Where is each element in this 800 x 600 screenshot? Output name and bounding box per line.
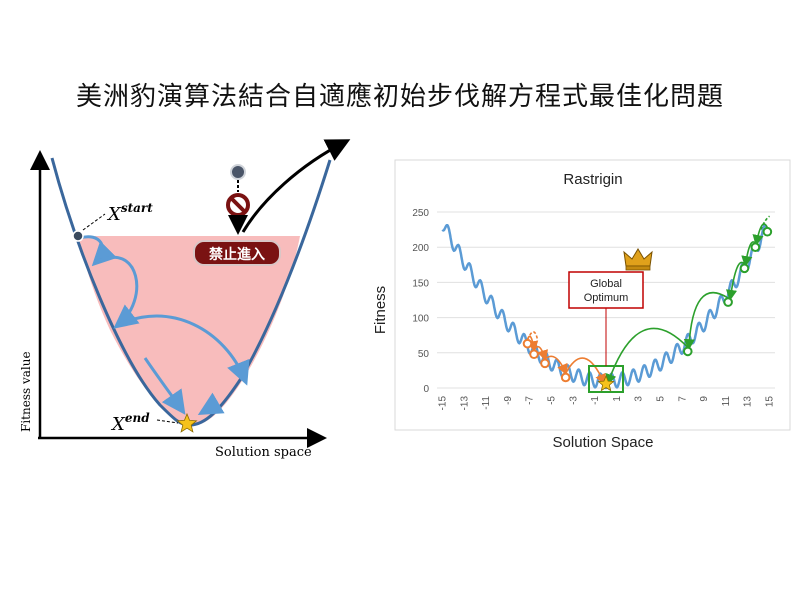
chart-title: Rastrigin bbox=[563, 171, 622, 188]
x-tick-label: 3 bbox=[634, 396, 645, 402]
y-tick-label: 100 bbox=[412, 314, 429, 325]
y-axis-label: Fitness value bbox=[19, 351, 33, 432]
orange-point bbox=[540, 358, 550, 369]
annotation-box bbox=[568, 271, 644, 309]
crown-band bbox=[625, 265, 651, 271]
x-tick-label: 7 bbox=[677, 396, 688, 402]
x-tick-label: 1 bbox=[612, 396, 623, 402]
green-point bbox=[750, 242, 761, 252]
escape-arrow bbox=[241, 139, 351, 233]
y-tick-label: 200 bbox=[412, 243, 429, 254]
y-tick-label: 250 bbox=[412, 208, 429, 219]
green-point bbox=[682, 346, 693, 357]
optimum-star-icon bbox=[176, 412, 198, 433]
orange-jump-arrow bbox=[544, 355, 568, 376]
chart-xlabel: Solution Space bbox=[553, 434, 654, 451]
y-tick-label: 150 bbox=[412, 278, 429, 289]
orange-point bbox=[529, 349, 539, 360]
forbidden-badge bbox=[193, 240, 281, 266]
x-axis-label: Solution space bbox=[215, 445, 312, 460]
optimum-star-icon bbox=[597, 374, 615, 392]
crown-icon bbox=[623, 248, 653, 267]
chart-ylabel: Fitness bbox=[372, 286, 389, 334]
feasible-region bbox=[78, 236, 300, 427]
x-tick-label: -1 bbox=[590, 396, 601, 405]
orange-point bbox=[560, 372, 571, 383]
x-tick-label: 9 bbox=[699, 396, 710, 402]
y-tick-label: 0 bbox=[423, 384, 429, 395]
orange-jump-arrow bbox=[533, 345, 549, 362]
x-tick-label: -5 bbox=[546, 396, 557, 405]
annotation-text: Global bbox=[590, 278, 622, 290]
green-jump-arrow bbox=[683, 291, 729, 351]
x-tick-label: -7 bbox=[525, 396, 536, 405]
end-label: Xend bbox=[110, 411, 150, 435]
green-jump-arrow bbox=[752, 223, 769, 247]
x-tick-label: -13 bbox=[459, 396, 470, 411]
start-point bbox=[72, 230, 84, 242]
slide-title: 美洲豹演算法結合自適應初始步伐解方程式最佳化問題 bbox=[75, 82, 724, 112]
green-point bbox=[739, 263, 750, 274]
annotation-text: Optimum bbox=[584, 292, 629, 304]
x-tick-label: -11 bbox=[481, 396, 492, 410]
x-tick-label: 15 bbox=[765, 396, 776, 408]
start-label: Xstart bbox=[106, 201, 153, 225]
x-tick-label: 13 bbox=[743, 396, 754, 408]
x-tick-label: -9 bbox=[503, 396, 514, 405]
search-step-arrows bbox=[79, 235, 250, 416]
x-tick-label: -3 bbox=[568, 396, 579, 405]
forbidden-label: 禁止進入 bbox=[209, 246, 265, 263]
green-point bbox=[723, 297, 733, 307]
green-dashed-arrow bbox=[760, 215, 771, 230]
x-tick-label: 5 bbox=[656, 396, 667, 402]
y-tick-label: 50 bbox=[418, 349, 430, 360]
green-point bbox=[762, 226, 773, 237]
x-tick-label: -15 bbox=[437, 396, 448, 411]
orange-jump-arrow bbox=[564, 357, 606, 386]
orange-dashed-arrow bbox=[526, 331, 539, 340]
orange-point bbox=[522, 338, 533, 349]
agent-dot-icon bbox=[230, 164, 246, 180]
x-tick-label: 11 bbox=[721, 396, 732, 407]
